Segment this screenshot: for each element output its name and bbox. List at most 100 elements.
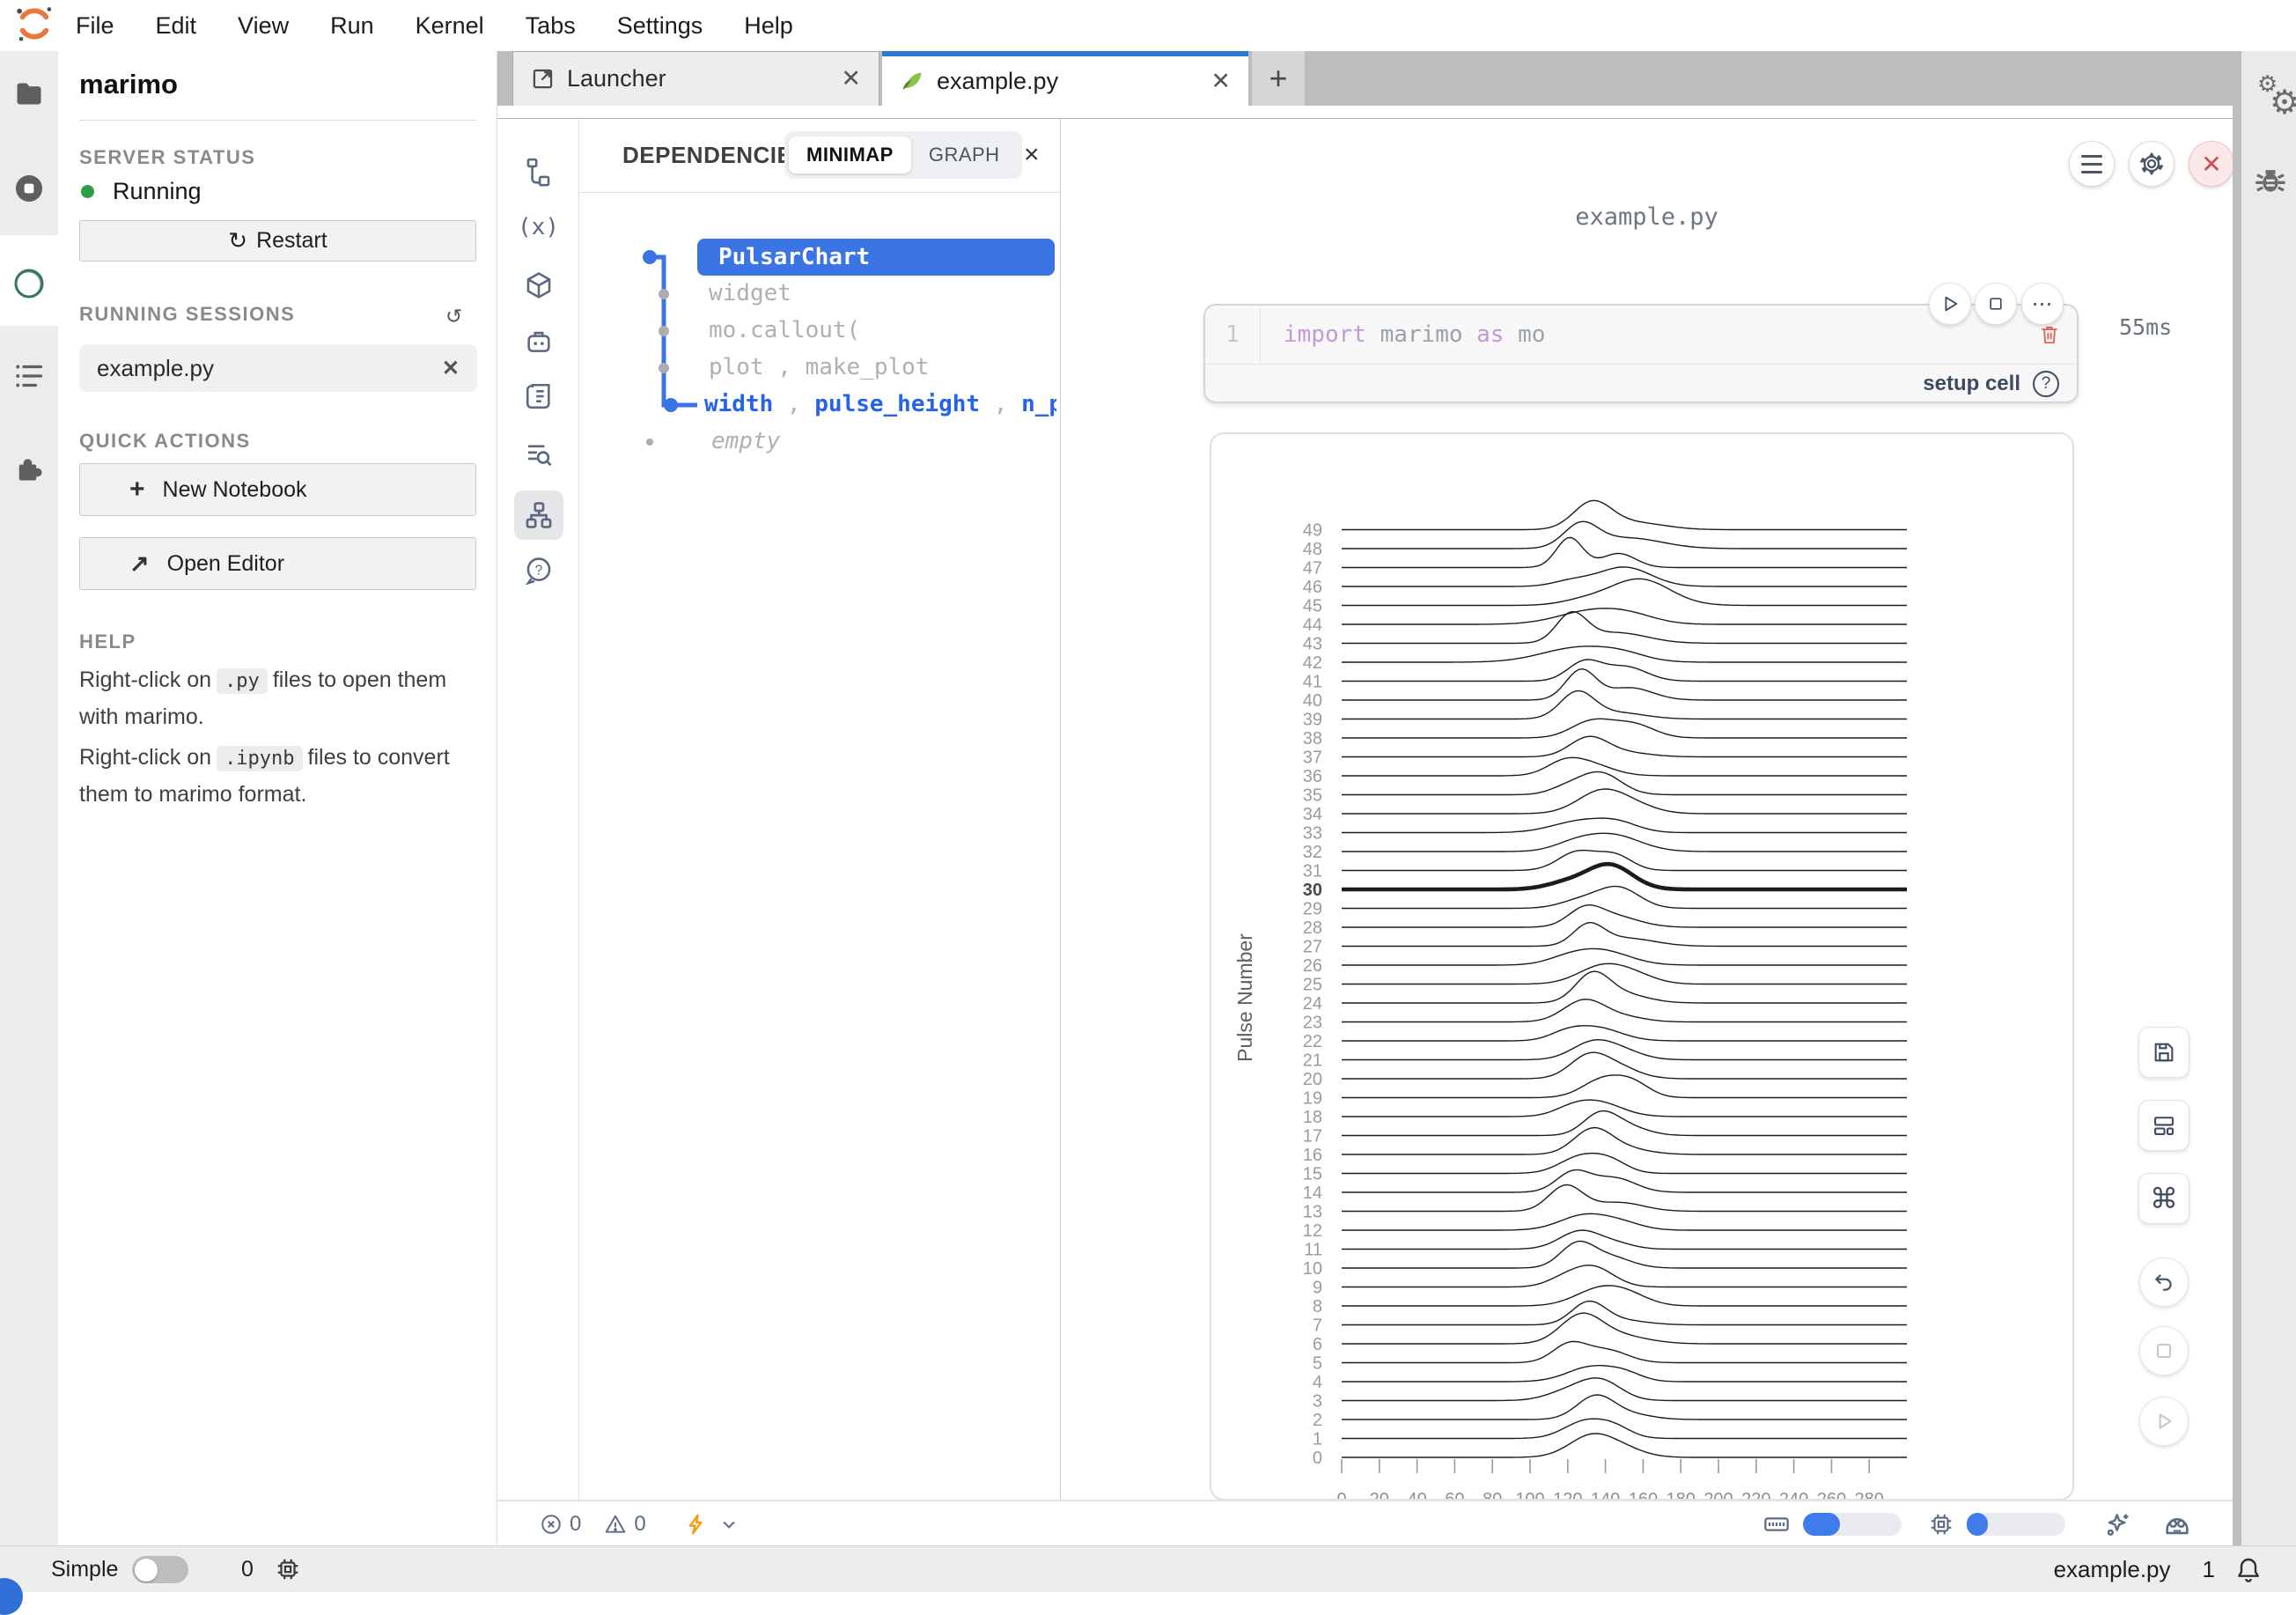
variables-icon[interactable]: (x) <box>518 214 559 240</box>
extensions-puzzle-icon[interactable] <box>0 453 58 484</box>
pulsar-ridgeline-chart: 4948474645444342414039383736353433323130… <box>1233 499 1907 1499</box>
tree-node-pulsarchart[interactable]: PulsarChart <box>697 239 1055 276</box>
svg-text:34: 34 <box>1303 805 1322 824</box>
session-item[interactable]: example.py ✕ <box>79 344 477 392</box>
notification-bell-icon[interactable] <box>2234 1556 2263 1584</box>
svg-text:47: 47 <box>1303 559 1322 579</box>
svg-text:11: 11 <box>1304 1241 1322 1260</box>
panel-title: marimo <box>79 69 178 100</box>
svg-text:4: 4 <box>1313 1373 1322 1392</box>
run-cell-button[interactable] <box>1929 283 1971 325</box>
marimo-robot-icon[interactable] <box>2162 1509 2192 1539</box>
svg-text:3: 3 <box>1313 1392 1322 1412</box>
restart-button[interactable]: ↻ Restart <box>79 220 476 262</box>
ai-assistant-icon[interactable] <box>497 327 579 357</box>
interrupt-kernel-button[interactable] <box>2139 1326 2189 1375</box>
close-launcher-tab-icon[interactable]: ✕ <box>841 65 861 92</box>
status-cpu-icon[interactable] <box>275 1556 301 1582</box>
keyboard-shortcuts-button[interactable]: ⌘ <box>2138 1173 2189 1224</box>
tab-notebook-active[interactable]: example.py ✕ <box>882 51 1248 106</box>
left-activity-rail <box>0 51 58 1545</box>
menu-help[interactable]: Help <box>744 11 793 39</box>
line-number: 1 <box>1225 321 1240 348</box>
svg-text:21: 21 <box>1303 1051 1322 1071</box>
warning-triangle-icon <box>606 1515 626 1533</box>
code-line[interactable]: import marimo as mo <box>1260 307 1545 362</box>
save-notebook-button[interactable] <box>2138 1027 2189 1078</box>
svg-text:12: 12 <box>1303 1221 1322 1241</box>
setup-help-icon[interactable]: ? <box>2033 370 2059 397</box>
plus-icon: + <box>129 475 145 504</box>
logs-scroll-icon[interactable] <box>497 381 579 411</box>
marimo-panel-icon[interactable] <box>0 266 58 301</box>
close-notebook-tab-icon[interactable]: ✕ <box>1211 67 1231 94</box>
menu-settings[interactable]: Settings <box>616 11 703 39</box>
help-paragraph-1: Right-click on .py files to open them with… <box>79 667 447 729</box>
svg-text:33: 33 <box>1303 824 1322 844</box>
external-link-icon: ↗ <box>129 549 150 577</box>
file-browser-icon[interactable] <box>0 79 58 111</box>
running-kernels-icon[interactable] <box>0 172 58 205</box>
menu-tabs[interactable]: Tabs <box>525 11 576 39</box>
status-file-name[interactable]: example.py <box>2053 1556 2171 1582</box>
close-dependencies-icon[interactable]: × <box>1024 140 1040 169</box>
svg-text:180: 180 <box>1667 1490 1696 1499</box>
restart-icon: ↻ <box>228 227 248 254</box>
debugger-bug-icon[interactable] <box>2254 164 2287 202</box>
kernel-power-menu[interactable] <box>685 1513 738 1536</box>
ai-sparkle-icon[interactable] <box>2104 1510 2132 1538</box>
tab-launcher-label: Launcher <box>567 65 666 92</box>
dependencies-sitemap-icon[interactable] <box>497 490 579 540</box>
simple-mode-toggle[interactable] <box>132 1556 188 1583</box>
svg-text:41: 41 <box>1303 673 1322 692</box>
kernel-count: 0 <box>241 1557 254 1582</box>
notebook-title: example.py <box>1575 203 1718 231</box>
undo-button[interactable] <box>2139 1257 2189 1307</box>
tree-node-defs[interactable]: width , pulse_height , n_poi <box>704 391 1056 417</box>
svg-text:39: 39 <box>1303 711 1322 730</box>
open-editor-button[interactable]: ↗ Open Editor <box>79 537 476 590</box>
delete-cell-icon[interactable] <box>2038 323 2061 346</box>
table-of-contents-icon[interactable] <box>0 360 58 392</box>
setup-cell[interactable]: 1 import marimo as mo setup cell ? <box>1203 283 2079 403</box>
run-all-button[interactable] <box>2139 1397 2189 1446</box>
svg-text:42: 42 <box>1303 653 1322 673</box>
tree-node-widget[interactable]: widget <box>709 280 791 306</box>
graph-tab[interactable]: GRAPH <box>928 144 1000 166</box>
refresh-sessions-icon[interactable]: ↻ <box>445 305 463 328</box>
svg-text:14: 14 <box>1303 1184 1322 1203</box>
minimap-tab[interactable]: MINIMAP <box>789 136 911 173</box>
layout-mode-button[interactable] <box>2138 1100 2189 1151</box>
menu-view[interactable]: View <box>238 11 290 39</box>
menu-edit[interactable]: Edit <box>155 11 197 39</box>
close-session-icon[interactable]: ✕ <box>441 356 460 380</box>
file-tree-icon[interactable] <box>497 158 579 188</box>
new-notebook-button[interactable]: + New Notebook <box>79 463 476 516</box>
search-logs-icon[interactable] <box>497 439 579 469</box>
error-counter[interactable]: 0 <box>540 1512 581 1537</box>
cpu-icon <box>1931 1514 1952 1534</box>
cell-more-options-button[interactable]: ⋯ <box>2021 283 2064 325</box>
notebook-menu-button[interactable] <box>2069 141 2115 187</box>
tab-launcher[interactable]: Launcher ✕ <box>512 51 879 106</box>
dependency-connector <box>643 250 697 446</box>
svg-text:6: 6 <box>1313 1335 1322 1354</box>
menu-file[interactable]: File <box>76 11 114 39</box>
menu-run[interactable]: Run <box>330 11 374 39</box>
new-tab-button[interactable]: + <box>1252 51 1305 106</box>
help-bubble-icon[interactable]: ? <box>497 556 579 586</box>
svg-text:43: 43 <box>1303 635 1322 654</box>
tree-node-plot[interactable]: plot , make_plot <box>709 354 930 380</box>
svg-text:7: 7 <box>1313 1316 1322 1336</box>
stop-cell-button[interactable] <box>1975 283 2017 325</box>
svg-text:20: 20 <box>1303 1070 1322 1089</box>
notebook-settings-button[interactable] <box>2129 141 2175 187</box>
packages-icon[interactable] <box>497 270 579 300</box>
menu-kernel[interactable]: Kernel <box>415 11 484 39</box>
warning-counter[interactable]: 0 <box>604 1512 646 1537</box>
tree-node-callout[interactable]: mo.callout( <box>709 317 861 343</box>
memory-icon <box>1764 1516 1789 1531</box>
tree-node-empty[interactable]: empty <box>711 428 781 454</box>
help-label: HELP <box>79 631 136 653</box>
shutdown-notebook-button[interactable]: ✕ <box>2189 141 2234 187</box>
